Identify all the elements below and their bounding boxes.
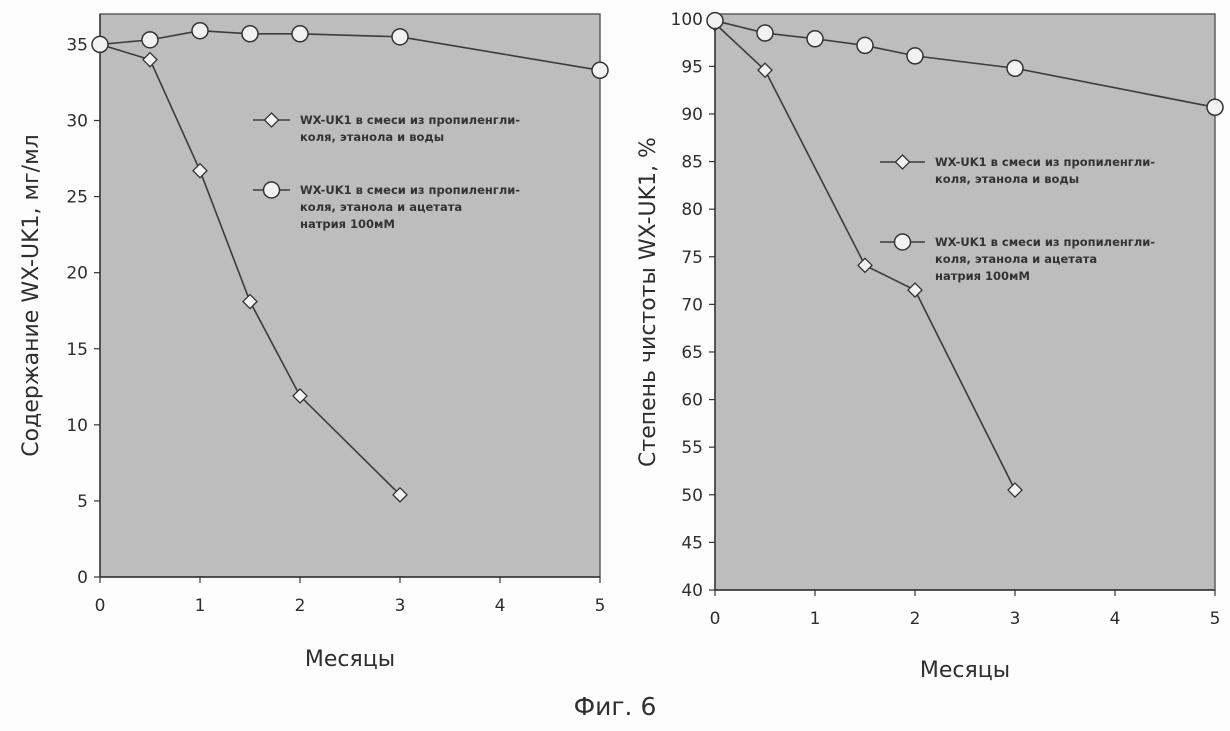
x-tick-label: 5 bbox=[1210, 609, 1221, 629]
y-tick-label: 40 bbox=[681, 581, 703, 601]
y-tick-label: 70 bbox=[681, 295, 703, 315]
data-point bbox=[392, 29, 408, 45]
x-tick-label: 3 bbox=[395, 596, 406, 616]
data-point bbox=[142, 32, 158, 48]
x-tick-label: 5 bbox=[595, 596, 606, 616]
y-tick-label: 10 bbox=[66, 416, 88, 436]
y-tick-label: 85 bbox=[681, 153, 703, 173]
plot-area bbox=[100, 14, 600, 577]
legend-marker bbox=[895, 234, 911, 250]
y-tick-label: 100 bbox=[671, 10, 703, 30]
x-tick-label: 1 bbox=[810, 609, 821, 629]
y-tick-label: 0 bbox=[77, 568, 88, 588]
data-point bbox=[757, 25, 773, 41]
legend-label: WX-UK1 в смеси из пропиленгли- bbox=[935, 155, 1155, 169]
legend-marker bbox=[264, 182, 280, 198]
y-tick-label: 30 bbox=[66, 112, 88, 132]
y-tick-label: 55 bbox=[681, 438, 703, 458]
data-point bbox=[707, 13, 723, 29]
legend-label: коля, этанола и воды bbox=[935, 172, 1079, 186]
x-tick-label: 1 bbox=[195, 596, 206, 616]
y-axis-label: Степень чистоты WX-UK1, % bbox=[636, 137, 661, 467]
legend-label: WX-UK1 в смеси из пропиленгли- bbox=[935, 235, 1155, 249]
data-point bbox=[857, 37, 873, 53]
chart-2: 404550556065707580859095100012345МесяцыС… bbox=[636, 10, 1223, 683]
y-tick-label: 20 bbox=[66, 264, 88, 284]
y-tick-label: 95 bbox=[681, 57, 703, 77]
data-point bbox=[242, 26, 258, 42]
x-tick-label: 3 bbox=[1010, 609, 1021, 629]
data-point bbox=[807, 31, 823, 47]
x-tick-label: 2 bbox=[295, 596, 306, 616]
data-point bbox=[292, 26, 308, 42]
y-axis-label: Содержание WX-UK1, мг/мл bbox=[19, 134, 44, 456]
legend-label: натрия 100мМ bbox=[935, 269, 1030, 283]
x-axis-label: Месяцы bbox=[305, 647, 395, 672]
y-tick-label: 75 bbox=[681, 248, 703, 268]
x-axis-label: Месяцы bbox=[920, 658, 1010, 683]
y-tick-label: 15 bbox=[66, 340, 88, 360]
legend-label: коля, этанола и ацетата bbox=[935, 252, 1097, 266]
chart-1: 0 5 10 15 20 25 30 35 0 1 2 3 4 5 Месяцы Содержание WX-… bbox=[19, 14, 608, 672]
data-point bbox=[1007, 60, 1023, 76]
data-point bbox=[192, 23, 208, 39]
y-tick-label: 50 bbox=[681, 486, 703, 506]
x-tick-label: 4 bbox=[495, 596, 506, 616]
charts-canvas: 05101520253035012345МесяцыСодержание WX-… bbox=[0, 0, 1230, 690]
figure-caption: Фиг. 6 bbox=[0, 692, 1230, 721]
legend-label: WX-UK1 в смеси из пропиленгли- bbox=[300, 183, 520, 197]
data-point bbox=[92, 36, 108, 52]
y-tick-label: 60 bbox=[681, 391, 703, 411]
y-tick-label: 5 bbox=[77, 492, 88, 512]
legend-label: WX-UK1 в смеси из пропиленгли- bbox=[300, 113, 520, 127]
data-point bbox=[1207, 99, 1223, 115]
legend-label: коля, этанола и ацетата bbox=[300, 200, 462, 214]
y-tick-label: 90 bbox=[681, 105, 703, 125]
data-point bbox=[907, 48, 923, 64]
x-tick-label: 2 bbox=[910, 609, 921, 629]
legend-label: коля, этанола и воды bbox=[300, 130, 444, 144]
x-tick-label: 4 bbox=[1110, 609, 1121, 629]
y-tick-label: 35 bbox=[66, 35, 88, 55]
x-tick-label: 0 bbox=[710, 609, 721, 629]
y-tick-label: 25 bbox=[66, 188, 88, 208]
legend-label: натрия 100мМ bbox=[300, 217, 395, 231]
y-tick-label: 45 bbox=[681, 533, 703, 553]
plot-area bbox=[715, 14, 1215, 590]
x-tick-label: 0 bbox=[95, 596, 106, 616]
y-tick-label: 65 bbox=[681, 343, 703, 363]
data-point bbox=[592, 62, 608, 78]
y-tick-label: 80 bbox=[681, 200, 703, 220]
